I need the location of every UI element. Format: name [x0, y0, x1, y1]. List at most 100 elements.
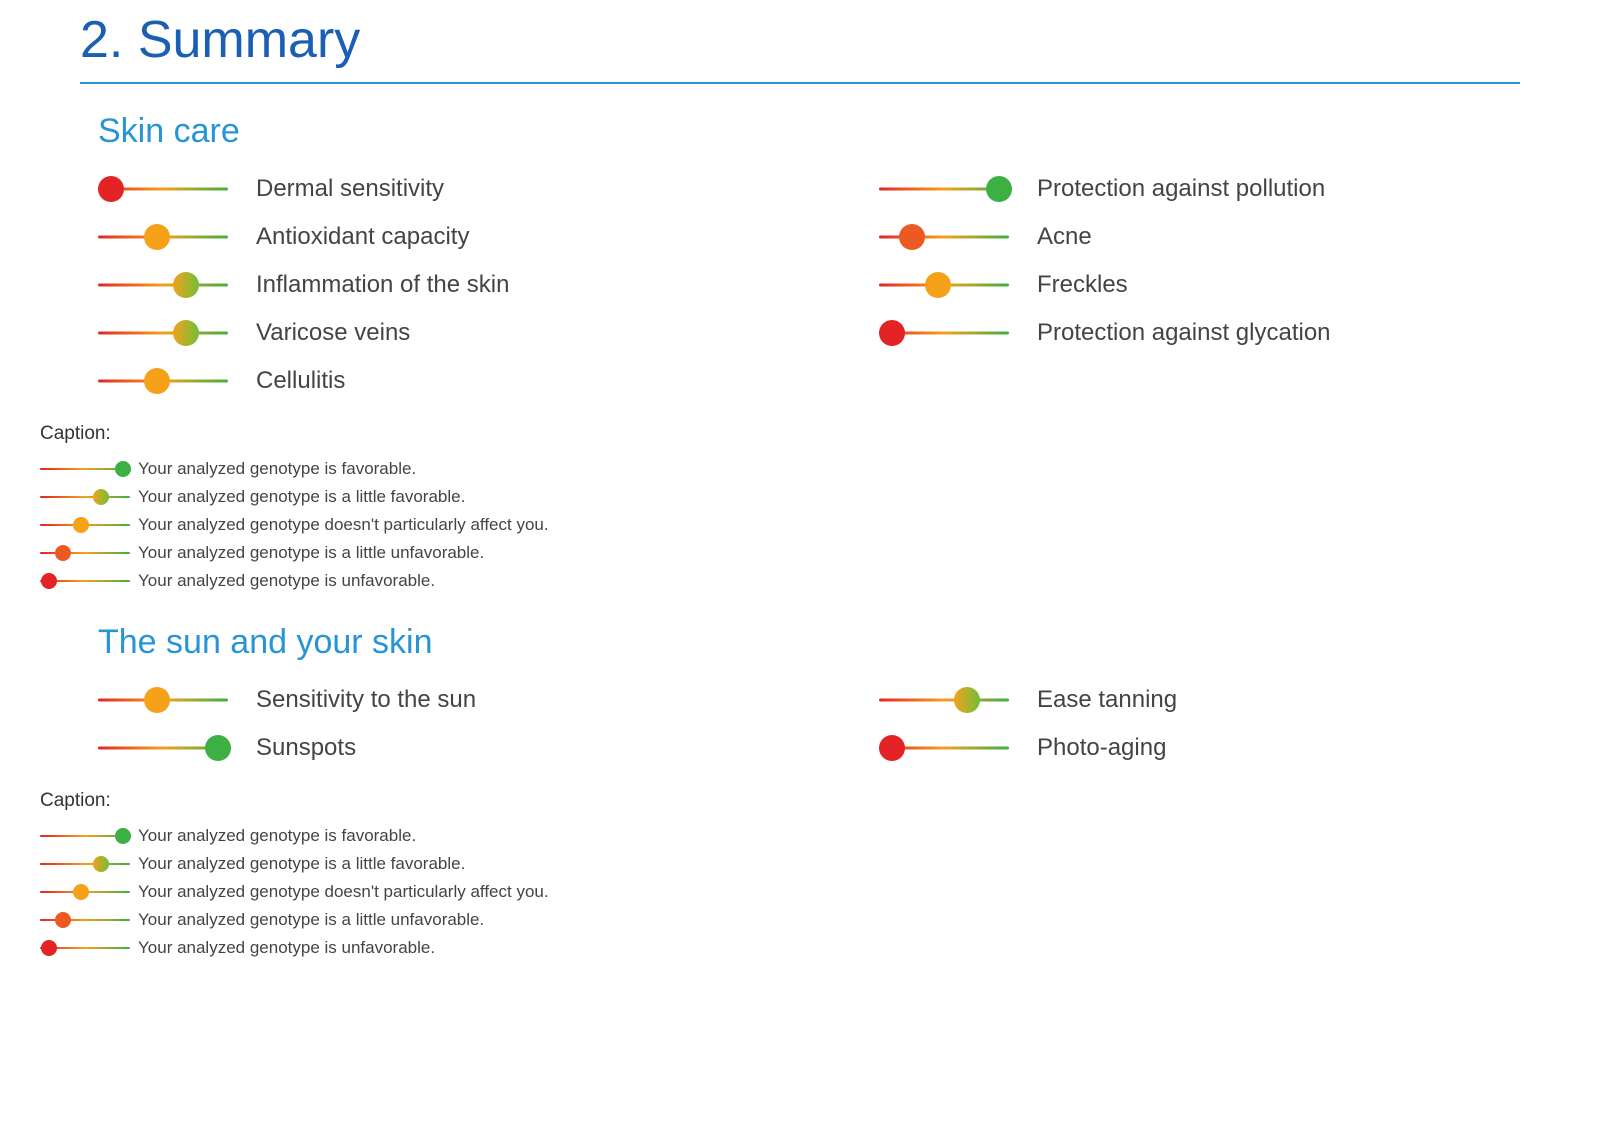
gauge-dot [173, 272, 199, 298]
caption-row: Your analyzed genotype is favorable. [40, 455, 1520, 483]
summary-item: Ease tanning [879, 676, 1520, 724]
caption-row: Your analyzed genotype doesn't particula… [40, 878, 1520, 906]
summary-item-label: Cellulitis [256, 367, 345, 395]
items-column-right: Protection against pollution Acne Freckles… [879, 165, 1520, 405]
caption-block: Caption: Your analyzed genotype is favora… [40, 423, 1520, 595]
caption-label: Your analyzed genotype is a little favor… [138, 854, 465, 874]
gauge [879, 688, 1009, 712]
gauge-dot [55, 545, 71, 561]
gauge [879, 177, 1009, 201]
summary-item-label: Inflammation of the skin [256, 271, 509, 299]
section: Skin care Dermal sensitivityAntioxidant c… [80, 112, 1520, 595]
summary-item-label: Antioxidant capacity [256, 223, 469, 251]
caption-row: Your analyzed genotype is a little favor… [40, 850, 1520, 878]
items-column-left: Dermal sensitivityAntioxidant capacityIn… [98, 165, 739, 405]
items-grid: Sensitivity to the sun Sunspots Ease tanni… [98, 676, 1520, 772]
summary-item: Inflammation of the skin [98, 261, 739, 309]
gauge-dot [879, 735, 905, 761]
caption-row: Your analyzed genotype is a little unfav… [40, 906, 1520, 934]
caption-row: Your analyzed genotype is unfavorable. [40, 567, 1520, 595]
gauge-track [40, 496, 130, 498]
gauge-dot [954, 687, 980, 713]
caption-label: Your analyzed genotype is unfavorable. [138, 571, 435, 591]
gauge-track [879, 699, 1009, 702]
gauge [98, 369, 228, 393]
caption-row: Your analyzed genotype is a little unfav… [40, 539, 1520, 567]
summary-item: Sunspots [98, 724, 739, 772]
summary-item-label: Protection against pollution [1037, 175, 1325, 203]
gauge-track [40, 863, 130, 865]
caption-label: Your analyzed genotype is a little unfav… [138, 910, 484, 930]
summary-item: Protection against pollution [879, 165, 1520, 213]
caption-label: Your analyzed genotype doesn't particula… [138, 515, 549, 535]
summary-item: Freckles [879, 261, 1520, 309]
gauge-dot [899, 224, 925, 250]
gauge [879, 273, 1009, 297]
caption-label: Your analyzed genotype is favorable. [138, 459, 416, 479]
gauge-dot [144, 687, 170, 713]
gauge [40, 855, 130, 873]
caption-heading: Caption: [40, 423, 1520, 445]
gauge [40, 827, 130, 845]
summary-item-label: Varicose veins [256, 319, 410, 347]
page-title: 2. Summary [80, 0, 1520, 84]
caption-label: Your analyzed genotype is a little unfav… [138, 543, 484, 563]
gauge [98, 177, 228, 201]
summary-item: Sensitivity to the sun [98, 676, 739, 724]
summary-item: Photo-aging [879, 724, 1520, 772]
gauge [40, 883, 130, 901]
gauge [879, 736, 1009, 760]
summary-item-label: Freckles [1037, 271, 1128, 299]
items-grid: Dermal sensitivityAntioxidant capacityIn… [98, 165, 1520, 405]
gauge-dot [115, 461, 131, 477]
caption-row: Your analyzed genotype is favorable. [40, 822, 1520, 850]
items-column-left: Sensitivity to the sun Sunspots [98, 676, 739, 772]
section-title: The sun and your skin [98, 623, 1520, 662]
summary-item-label: Sensitivity to the sun [256, 686, 476, 714]
gauge-dot [41, 573, 57, 589]
caption-heading: Caption: [40, 790, 1520, 812]
gauge-dot [925, 272, 951, 298]
gauge-dot [41, 940, 57, 956]
gauge [98, 225, 228, 249]
summary-item-label: Photo-aging [1037, 734, 1166, 762]
summary-item: Acne [879, 213, 1520, 261]
gauge-track [98, 284, 228, 287]
gauge-dot [173, 320, 199, 346]
caption-block: Caption: Your analyzed genotype is favora… [40, 790, 1520, 962]
gauge-dot [879, 320, 905, 346]
gauge-dot [93, 489, 109, 505]
caption-label: Your analyzed genotype is a little favor… [138, 487, 465, 507]
gauge [40, 544, 130, 562]
gauge [98, 321, 228, 345]
gauge [40, 460, 130, 478]
caption-label: Your analyzed genotype is favorable. [138, 826, 416, 846]
caption-row: Your analyzed genotype is a little favor… [40, 483, 1520, 511]
gauge [879, 225, 1009, 249]
summary-item-label: Ease tanning [1037, 686, 1177, 714]
caption-label: Your analyzed genotype is unfavorable. [138, 938, 435, 958]
gauge-track [40, 919, 130, 921]
items-column-right: Ease tanning Photo-aging [879, 676, 1520, 772]
caption-row: Your analyzed genotype is unfavorable. [40, 934, 1520, 962]
gauge [40, 911, 130, 929]
gauge-dot [55, 912, 71, 928]
gauge [40, 939, 130, 957]
gauge-dot [73, 517, 89, 533]
gauge [40, 488, 130, 506]
gauge-track [40, 552, 130, 554]
section-title: Skin care [98, 112, 1520, 151]
summary-item: Antioxidant capacity [98, 213, 739, 261]
gauge-dot [73, 884, 89, 900]
gauge-dot [98, 176, 124, 202]
gauge-track [98, 332, 228, 335]
gauge-dot [115, 828, 131, 844]
gauge [879, 321, 1009, 345]
section: The sun and your skin Sensitivity to the … [80, 623, 1520, 962]
gauge [40, 516, 130, 534]
gauge-dot [205, 735, 231, 761]
sections-container: Skin care Dermal sensitivityAntioxidant c… [80, 112, 1520, 962]
caption-row: Your analyzed genotype doesn't particula… [40, 511, 1520, 539]
gauge [98, 273, 228, 297]
caption-label: Your analyzed genotype doesn't particula… [138, 882, 549, 902]
